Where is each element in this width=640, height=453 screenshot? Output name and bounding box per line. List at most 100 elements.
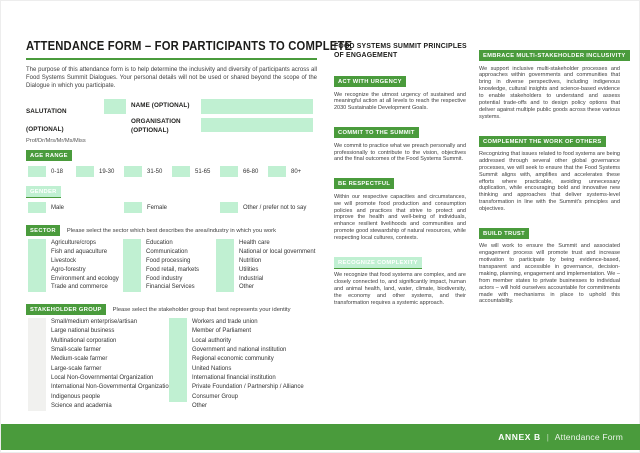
- stakeholder-option-label: Indigenous people: [51, 393, 101, 400]
- principle-text: We will work to ensure the Summit and as…: [479, 243, 620, 305]
- age-option-checkbox[interactable]: [268, 166, 286, 178]
- sector-list-3: Health care National or local government N…: [239, 239, 315, 292]
- age-option: 66-80: [220, 166, 268, 178]
- form-column: ATTENDANCE FORM – FOR PARTICIPANTS TO CO…: [26, 39, 352, 412]
- principle-item: COMMIT TO THE SUMMIT We commit to practi…: [334, 121, 466, 163]
- principles-column-mid: FOOD SYSTEMS SUMMIT PRINCIPLES OF ENGAGE…: [334, 41, 467, 316]
- principle-badge: EMBRACE MULTI-STAKEHOLDER INCLUSIVITY: [479, 50, 630, 61]
- name-label: NAME (OPTIONAL): [131, 102, 190, 110]
- age-option-checkbox[interactable]: [76, 166, 94, 178]
- sector-option-label: Food retail, markets: [146, 266, 200, 273]
- stakeholder-option-label: Science and academia: [51, 402, 112, 409]
- principle-badge: COMPLEMENT THE WORK OF OTHERS: [479, 135, 606, 147]
- principles-column-right: EMBRACE MULTI-STAKEHOLDER INCLUSIVITY We…: [479, 41, 630, 314]
- sector-option-label: Food processing: [146, 257, 191, 264]
- sector-option-label: Livestock: [51, 257, 77, 264]
- gender-option-label: Other / prefer not to say: [243, 204, 307, 211]
- stakeholder-checkbox-strip[interactable]: [169, 318, 187, 403]
- stakeholder-option-label: Small-scale farmer: [51, 347, 102, 354]
- gender-option-checkbox[interactable]: [28, 202, 46, 214]
- sector-prompt: Please select the sector which best desc…: [66, 227, 276, 234]
- sector-header: SECTOR Please select the sector which be…: [26, 225, 317, 237]
- stakeholder-option-label: International Non-Governmental Organizat…: [51, 384, 173, 391]
- sector-option-label: Trade and commerce: [51, 284, 108, 291]
- sector-checkbox-strip[interactable]: [28, 239, 46, 293]
- age-option: 80+: [268, 166, 316, 178]
- age-option-label: 80+: [291, 168, 302, 175]
- salutation-label-group: SALUTATION (OPTIONAL) Prof/Dr/Mrs/Mr/Ms/…: [26, 100, 106, 144]
- sector-option-label: Fish and aquaculture: [51, 249, 108, 256]
- sector-option-label: National or local government: [239, 249, 316, 256]
- age-option-checkbox[interactable]: [124, 166, 142, 178]
- sector-option-label: Agro-forestry: [51, 266, 86, 273]
- principles-heading-line1: FOOD SYSTEMS SUMMIT PRINCIPLES: [334, 41, 467, 50]
- stakeholder-option-label: Other: [192, 402, 208, 409]
- age-option-label: 66-80: [243, 168, 259, 175]
- title-underline: [26, 58, 317, 60]
- age-option-checkbox[interactable]: [220, 166, 238, 178]
- principle-text: We recognize the utmost urgency of susta…: [334, 91, 466, 112]
- stakeholder-option-label: Medium-scale farmer: [51, 356, 108, 363]
- salutation-hint: Prof/Dr/Mrs/Mr/Ms/Miss: [26, 138, 86, 145]
- stakeholder-option-label: Local Non-Governmental Organization: [51, 374, 154, 381]
- age-option: 0-18: [28, 166, 76, 178]
- stakeholder-option-label: Local authority: [192, 337, 232, 344]
- age-option-label: 31-50: [147, 168, 163, 175]
- stakeholder-option-label: Large national business: [51, 328, 115, 335]
- age-option: 31-50: [124, 166, 172, 178]
- age-option-checkbox[interactable]: [28, 166, 46, 178]
- principle-text: We support inclusive multi-stakeholder p…: [479, 65, 620, 120]
- stakeholder-option-label: Workers and trade union: [192, 319, 258, 326]
- sector-list-1: Agriculture/crops Fish and aquaculture Liv…: [51, 239, 119, 292]
- age-option-label: 51-65: [195, 168, 211, 175]
- sector-badge: SECTOR: [26, 225, 60, 237]
- principle-item: EMBRACE MULTI-STAKEHOLDER INCLUSIVITY We…: [479, 44, 630, 121]
- sector-option-label: Education: [146, 240, 173, 247]
- sector-option-label: Health care: [239, 240, 270, 247]
- sector-column-3: Health care National or local government N…: [216, 239, 317, 293]
- gender-option-label: Male: [51, 204, 65, 211]
- gender-option-label: Female: [147, 204, 168, 211]
- stakeholder-option-label: Multinational corporation: [51, 337, 117, 344]
- principle-item: BE RESPECTFUL Within our respective capa…: [334, 172, 466, 242]
- sector-column-1: Agriculture/crops Fish and aquaculture Liv…: [28, 239, 123, 293]
- stakeholder-group-badge: STAKEHOLDER GROUP: [26, 304, 106, 316]
- principles-list-2: EMBRACE MULTI-STAKEHOLDER INCLUSIVITY We…: [479, 44, 630, 305]
- age-options: 0-18 19-30 31-50 51-65: [26, 166, 317, 178]
- gender-option-checkbox[interactable]: [220, 202, 238, 214]
- sector-checkbox-strip[interactable]: [123, 239, 141, 293]
- principle-item: BUILD TRUST We will work to ensure the S…: [479, 222, 620, 305]
- principle-text: We recognize that food systems are compl…: [334, 272, 466, 306]
- age-range-badge: AGE RANGE: [26, 150, 72, 162]
- gender-option-checkbox[interactable]: [124, 202, 142, 214]
- stakeholder-checkbox-strip[interactable]: [28, 318, 46, 412]
- principle-badge: RECOGNIZE COMPLEXITY: [334, 256, 422, 269]
- salutation-label: SALUTATION (OPTIONAL): [26, 108, 67, 134]
- footer-annex-label: ANNEX B: [498, 432, 541, 442]
- stakeholder-grid: Small/medium enterprise/artisan Large nat…: [26, 318, 317, 412]
- age-option-checkbox[interactable]: [172, 166, 190, 178]
- sector-option-label: Agriculture/crops: [51, 240, 97, 247]
- stakeholder-option-label: Member of Parliament: [192, 328, 252, 335]
- principle-item: RECOGNIZE COMPLEXITY We recognize that f…: [334, 251, 466, 307]
- sector-checkbox-strip[interactable]: [216, 239, 234, 293]
- footer-bar: ANNEX B | Attendance Form: [1, 424, 640, 450]
- organisation-input[interactable]: [201, 118, 313, 133]
- stakeholder-header: STAKEHOLDER GROUP Please select the stak…: [26, 304, 317, 316]
- stakeholder-option-label: Large-scale farmer: [51, 365, 102, 372]
- principle-text: We commit to practice what we preach per…: [334, 142, 466, 163]
- sector-option-label: Environment and ecology: [51, 275, 119, 282]
- principles-heading-line2: OF ENGAGEMENT: [334, 50, 398, 59]
- salutation-input[interactable]: [104, 99, 126, 115]
- sector-option-label: Other: [239, 284, 255, 291]
- stakeholder-option-label: Regional economic community: [192, 356, 274, 363]
- sector-option-label: Financial Services: [146, 284, 195, 291]
- age-option-label: 0-18: [51, 168, 64, 175]
- sector-option-label: Industrial: [239, 275, 264, 282]
- stakeholder-option-label: International financial institution: [192, 374, 276, 381]
- stakeholder-list-1: Small/medium enterprise/artisan Large nat…: [51, 318, 172, 411]
- stakeholder-column-2: Workers and trade union Member of Parliam…: [169, 318, 317, 411]
- name-input[interactable]: [201, 99, 313, 115]
- principle-text: Within our respective capacities and cir…: [334, 193, 466, 241]
- sector-grid: Agriculture/crops Fish and aquaculture Liv…: [26, 239, 317, 293]
